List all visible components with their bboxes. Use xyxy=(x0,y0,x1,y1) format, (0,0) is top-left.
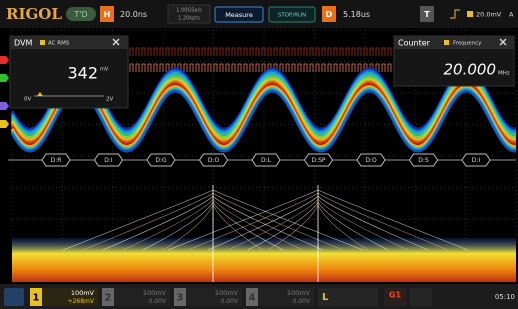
trigger-level: 20.0mV xyxy=(476,11,502,19)
logic-label: L xyxy=(322,292,329,303)
counter-mode: Frequency xyxy=(453,41,482,47)
horizontal-label: H xyxy=(104,10,111,19)
clock: 05:10 xyxy=(495,293,515,301)
channel-scale: 100mV xyxy=(215,289,239,297)
bus-label: D:S xyxy=(418,157,429,164)
bus-label: D:O xyxy=(365,157,377,164)
channel-scale: 100mV xyxy=(143,289,167,297)
brand: RIGOL xyxy=(6,5,62,23)
bus-label: D:O xyxy=(208,157,220,164)
trigger-source: A xyxy=(509,11,514,19)
channel-offset: 0.00V xyxy=(149,298,167,305)
dvm-channel-icon xyxy=(40,40,45,45)
dvm-title: DVM xyxy=(14,39,32,48)
trigger-label: T xyxy=(424,10,430,19)
channel-number: 2 xyxy=(105,293,112,304)
counter-title: Counter xyxy=(398,39,431,48)
counter-reading: 20.000 xyxy=(444,61,497,79)
trigger-source-icon xyxy=(467,11,473,17)
dvm-unit: mV xyxy=(100,67,109,73)
bus-label: D:R xyxy=(51,157,62,164)
dvm-reading: 342 xyxy=(67,64,98,83)
bus-label: D:SP xyxy=(311,157,325,164)
generator-label: G1 xyxy=(389,291,402,300)
run-state: STOP/RUN xyxy=(278,13,306,19)
bus-label: D:I xyxy=(472,157,481,164)
channel-offset: +268mV xyxy=(68,298,95,305)
channel-scale: 100mV xyxy=(287,289,311,297)
menu-button[interactable] xyxy=(4,288,24,306)
channel-number: 3 xyxy=(177,293,184,304)
channel-scale: 100mV xyxy=(71,289,95,297)
counter-channel-icon xyxy=(444,40,449,45)
counter-unit: MHz xyxy=(498,71,510,77)
dvm-scale-min: 0V xyxy=(24,97,31,103)
bus-label: D:G xyxy=(155,157,167,164)
channel-number: 1 xyxy=(33,293,40,304)
sample-rate: 1.00GSa/s xyxy=(176,8,202,14)
oscilloscope-screen: RIGOL T'D H 20.0ns 1.00GSa/s 1.20kpts Me… xyxy=(0,0,518,309)
bus-label: D:I xyxy=(104,157,113,164)
dvm-mode: AC RMS xyxy=(48,41,70,47)
delay-value: 5.18us xyxy=(343,10,370,19)
dvm-scale-max: 2V xyxy=(106,97,113,103)
mode-badge: T'D xyxy=(73,10,87,19)
channel-number: 4 xyxy=(249,293,256,304)
memory-depth: 1.20kpts xyxy=(178,16,200,22)
generator-2-box[interactable] xyxy=(410,288,432,306)
measure-label: Measure xyxy=(225,11,253,19)
spectrum-floor xyxy=(12,238,516,282)
channel-offset: 0.00V xyxy=(293,298,311,305)
bus-label: D:L xyxy=(261,157,272,164)
channel-offset: 0.00V xyxy=(221,298,239,305)
horizontal-value: 20.0ns xyxy=(120,10,147,19)
delay-label: D xyxy=(326,10,333,19)
